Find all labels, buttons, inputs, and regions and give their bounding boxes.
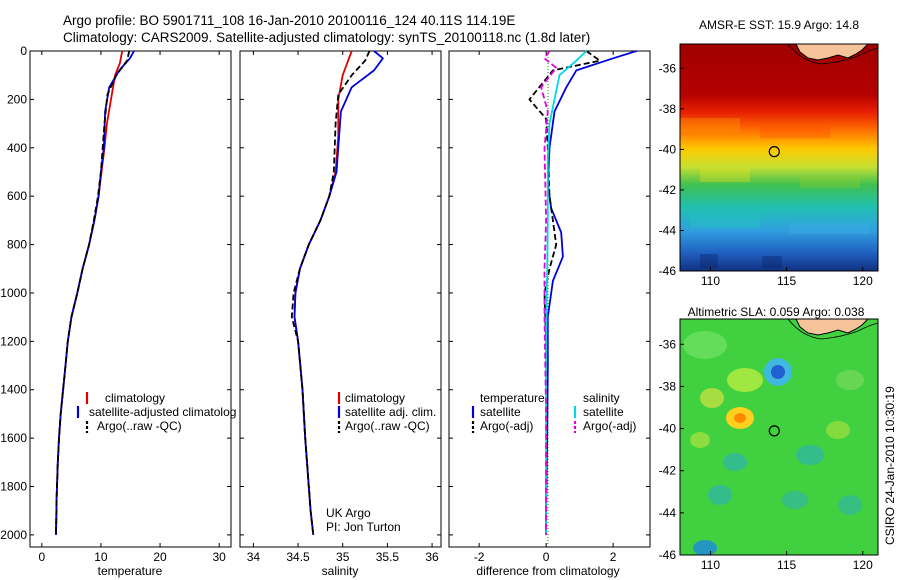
sla-argo-location-marker — [768, 425, 780, 437]
temperature-xlabel: temperature — [98, 564, 163, 578]
map-x-tick-label: 115 — [777, 274, 796, 288]
map-y-tick-label: -46 — [659, 548, 677, 562]
map-y-tick-label: -40 — [659, 142, 677, 156]
series-line-climatology — [55, 50, 124, 535]
x-tick-label: 20 — [153, 550, 167, 564]
map-y-tick-label: -40 — [659, 422, 677, 436]
x-tick-label: 35.5 — [376, 550, 400, 564]
sst-map-title: AMSR-E SST: 15.9 Argo: 14.8 — [699, 18, 859, 32]
sla-map-frame — [679, 318, 879, 556]
series-line-argo-adj-temperature — [528, 50, 601, 535]
salinity-xlabel: salinity — [322, 564, 359, 578]
map-x-tick-label: 110 — [701, 274, 720, 288]
temperature-legend: climatology satellite-adjusted climatolo… — [76, 391, 236, 433]
y-tick-label: 200 — [7, 92, 27, 106]
y-tick-label: 1200 — [0, 334, 27, 348]
series-line-argo-adj-salinity — [540, 50, 558, 535]
sla-map-title: Altimetric SLA: 0.059 Argo: 0.038 — [688, 305, 865, 319]
annotation-pi: PI: Jon Turton — [326, 520, 401, 534]
map-x-tick-label: 115 — [777, 558, 796, 572]
legend-label-satellite: satellite adj. clim. — [345, 405, 436, 419]
x-tick-label: -2 — [474, 550, 485, 564]
legend-label-climatology: climatology — [105, 391, 165, 405]
y-tick-label: 400 — [7, 141, 27, 155]
figure-title: Argo profile: BO 5901711_108 16-Jan-2010… — [63, 13, 515, 28]
x-tick-label: 30 — [212, 550, 226, 564]
series-line-satellite-adjusted-climatolog — [55, 50, 135, 535]
map-y-tick-label: -44 — [659, 223, 677, 237]
map-y-tick-label: -46 — [659, 264, 677, 278]
sst-land-australia — [795, 44, 869, 61]
difference-xlabel: difference from climatology — [476, 564, 619, 578]
x-tick-label: 36 — [425, 550, 439, 564]
map-y-tick-label: -44 — [659, 506, 677, 520]
legend-label-temp-argo: Argo(-adj) — [480, 419, 533, 433]
y-tick-label: 2000 — [0, 528, 27, 542]
legend-header-temperature: temperature — [480, 391, 545, 405]
map-x-tick-label: 110 — [701, 558, 720, 572]
map-y-tick-label: -38 — [659, 102, 677, 116]
temperature-axes-frame — [29, 50, 232, 548]
salinity-legend: climatology satellite adj. clim. Argo(..… — [337, 391, 436, 433]
figure-subtitle: Climatology: CARS2009. Satellite-adjuste… — [63, 30, 590, 45]
series-line-argo-raw-qc — [55, 50, 131, 535]
legend-label-sal-satellite: satellite — [583, 405, 624, 419]
x-tick-label: 34.5 — [286, 550, 310, 564]
map-y-tick-label: -36 — [659, 337, 677, 351]
x-tick-label: 35 — [336, 550, 350, 564]
sst-field — [680, 44, 878, 271]
difference-legend: temperature salinity satellite Argo(-adj… — [471, 391, 636, 433]
map-y-tick-label: -38 — [659, 379, 677, 393]
y-tick-label: 800 — [7, 238, 27, 252]
sst-coast-contour — [787, 44, 878, 65]
x-tick-label: 0 — [543, 550, 550, 564]
salinity-axes-frame — [239, 50, 442, 548]
y-tick-label: 0 — [20, 44, 27, 58]
legend-label-argo: Argo(..raw -QC) — [97, 419, 182, 433]
legend-label-climatology: climatology — [345, 391, 405, 405]
temperature-profile-panel: 0 10 20 30 0 200 400 600 800 1000 1200 1400 1600 1800… — [0, 44, 236, 578]
y-tick-label: 1600 — [0, 431, 27, 445]
sst-texture — [680, 118, 870, 268]
map-x-tick-label: 120 — [853, 274, 873, 288]
legend-label-argo: Argo(..raw -QC) — [345, 419, 430, 433]
sst-map-panel: AMSR-E SST: 15.9 Argo: 14.8 110 115 120 -36… — [659, 18, 879, 288]
x-tick-label: 2 — [610, 550, 617, 564]
legend-label-sal-argo: Argo(-adj) — [583, 419, 636, 433]
sst-argo-location-marker — [768, 146, 780, 158]
salinity-profile-panel: 34 34.5 35 35.5 36 salinity climatology sate… — [239, 50, 442, 578]
sla-map-panel: Altimetric SLA: 0.059 Argo: 0.038 — [659, 305, 879, 572]
series-line-climatology — [293, 50, 353, 535]
x-tick-label: 34 — [247, 550, 261, 564]
x-tick-label: 0 — [38, 550, 45, 564]
y-tick-label: 1000 — [0, 286, 27, 300]
legend-header-salinity: salinity — [583, 391, 620, 405]
map-y-tick-label: -42 — [659, 464, 677, 478]
csiro-credit: CSIRO 24-Jan-2010 10:30:19 — [883, 386, 897, 545]
sla-coast-contour — [787, 319, 878, 340]
map-y-tick-label: -42 — [659, 183, 677, 197]
y-tick-label: 600 — [7, 189, 27, 203]
map-x-tick-label: 120 — [853, 558, 873, 572]
y-tick-label: 1400 — [0, 383, 27, 397]
sla-eddies — [683, 331, 864, 555]
x-tick-label: 10 — [94, 550, 108, 564]
sla-land-australia — [795, 319, 869, 336]
annotation-uk-argo: UK Argo — [326, 506, 371, 520]
y-tick-label: 1800 — [0, 480, 27, 494]
series-line-satellite-temperature — [545, 50, 637, 535]
series-line-argo-raw-qc — [290, 50, 371, 535]
difference-profile-panel: -2 0 2 difference from climatology tempera… — [448, 50, 651, 578]
legend-label-satellite: satellite-adjusted climatolog — [89, 405, 236, 419]
map-y-tick-label: -36 — [659, 61, 677, 75]
legend-label-temp-satellite: satellite — [480, 405, 521, 419]
sst-map-frame — [679, 43, 879, 272]
